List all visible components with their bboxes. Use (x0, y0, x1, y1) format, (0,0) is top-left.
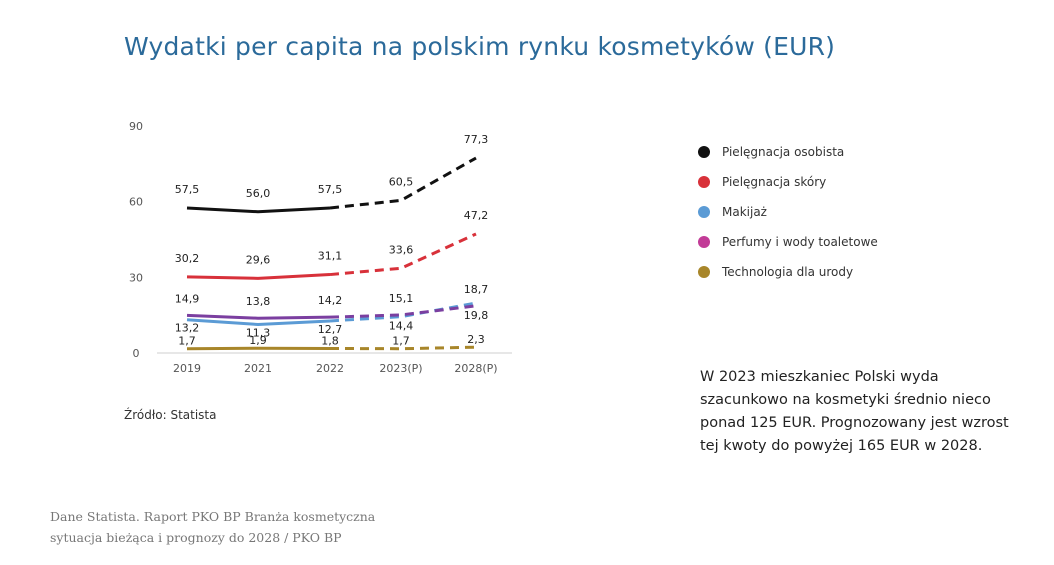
data-label: 1,8 (321, 334, 339, 347)
legend-label: Perfumy i wody toaletowe (722, 235, 878, 249)
legend-label: Pielęgnacja osobista (722, 145, 845, 159)
series-line-forecast (329, 304, 477, 319)
data-label: 12,7 (318, 323, 343, 336)
data-label: 31,1 (318, 250, 343, 263)
data-label: 1,7 (392, 335, 410, 348)
x-tick-label: 2028(P) (454, 362, 497, 375)
legend-item: Pielęgnacja osobista (698, 137, 878, 167)
y-tick-label: 0 (133, 347, 140, 360)
data-label: 14,2 (318, 294, 343, 307)
legend-swatch (698, 146, 710, 158)
line-chart: 0 30 60 90 2019 2021 2022 2023(P) 2028(P) 57,5 56,… (129, 120, 512, 375)
legend-swatch (698, 176, 710, 188)
x-tick-label: 2021 (244, 362, 272, 375)
series-line-solid (186, 346, 331, 351)
data-label: 13,8 (246, 295, 271, 308)
data-label: 15,1 (389, 292, 414, 305)
legend-item: Makijaż (698, 197, 878, 227)
data-label: 11,3 (246, 326, 271, 339)
data-label: 19,8 (464, 309, 489, 322)
legend-swatch (698, 236, 710, 248)
legend-swatch (698, 206, 710, 218)
data-label: 29,6 (246, 253, 271, 266)
data-label: 77,3 (464, 133, 489, 146)
data-label: 1,7 (178, 335, 196, 348)
series-line-forecast (329, 301, 477, 323)
chart-title: Wydatki per capita na polskim rynku kosm… (124, 32, 836, 61)
data-label: 60,5 (389, 175, 414, 188)
legend-swatch (698, 266, 710, 278)
data-label: 57,5 (318, 183, 343, 196)
data-label: 30,2 (175, 252, 200, 265)
summary-note: W 2023 mieszkaniec Polski wyda szacunkow… (700, 369, 1009, 454)
series-line-solid (186, 273, 331, 280)
data-label: 57,5 (175, 183, 200, 196)
series-line-forecast (329, 232, 477, 277)
series-line-solid (186, 318, 331, 326)
x-tick-label: 2019 (173, 362, 201, 375)
y-tick-label: 60 (129, 196, 143, 209)
legend-label: Pielęgnacja skóry (722, 175, 827, 189)
data-label: 14,4 (389, 320, 414, 333)
data-label: 13,2 (175, 322, 200, 335)
legend-label: Technologia dla urody (722, 265, 854, 279)
series-line-forecast (329, 156, 477, 210)
legend-item: Pielęgnacja skóry (698, 167, 878, 197)
data-label: 47,2 (464, 209, 489, 222)
data-label: 14,9 (175, 292, 200, 305)
data-label: 33,6 (389, 243, 414, 256)
y-tick-label: 90 (129, 120, 143, 133)
image-credit: Dane Statista. Raport PKO BP Branża kosm… (50, 509, 376, 545)
legend-item: Technologia dla urody (698, 257, 878, 287)
legend-item: Perfumy i wody toaletowe (698, 227, 878, 257)
series-line-solid (186, 313, 331, 320)
data-label: 18,7 (464, 283, 489, 296)
chart-legend: Pielęgnacja osobista Pielęgnacja skóry Mak… (698, 137, 878, 287)
series-line-solid (186, 206, 331, 214)
legend-label: Makijaż (722, 205, 767, 219)
y-tick-label: 30 (129, 271, 143, 284)
x-tick-label: 2022 (316, 362, 344, 375)
data-label: 56,0 (246, 187, 271, 200)
data-label: 2,3 (467, 333, 485, 346)
data-label: 1,9 (249, 334, 267, 347)
x-tick-label: 2023(P) (379, 362, 422, 375)
series-line-forecast (329, 345, 477, 351)
chart-source: Źródło: Statista (124, 408, 217, 422)
